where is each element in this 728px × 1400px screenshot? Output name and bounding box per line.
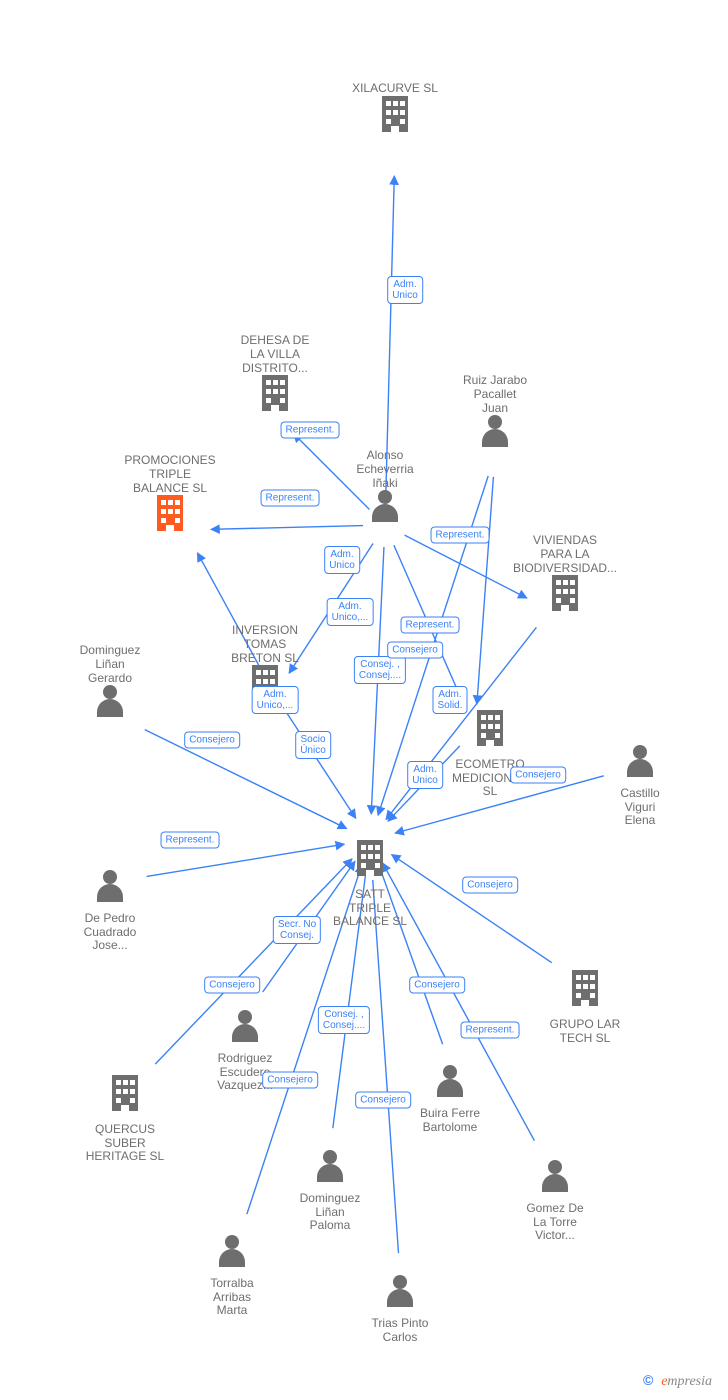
edge-label-castillo-satt: Consejero [510, 767, 566, 784]
node-label: GRUPO LAR TECH SL [525, 1018, 645, 1046]
node-label: Torralba Arribas Marta [172, 1277, 292, 1318]
node-trias[interactable]: Trias Pinto Carlos [340, 1275, 460, 1344]
node-viviendas[interactable]: VIVIENDAS PARA LA BIODIVERSIDAD... [505, 530, 625, 619]
edge-label-alonso-ecometro: Represent. [401, 617, 460, 634]
person-icon [480, 415, 510, 449]
edge-label-alonso-dehesa: Represent. [281, 422, 340, 439]
building-icon [258, 375, 292, 415]
edge-label-alonso-inversion: Adm. Unico,... [327, 598, 374, 626]
node-label: SATT TRIPLE BALANCE SL [310, 888, 430, 929]
edge-label-alonso-viviendas: Represent. [431, 527, 490, 544]
building-icon [353, 840, 387, 880]
building-icon [568, 970, 602, 1010]
node-label: Dominguez Liñan Gerardo [50, 644, 170, 685]
edge-label-torralba-satt: Consejero [262, 1072, 318, 1089]
edge-label-trias-satt: Consejero [355, 1092, 411, 1109]
brand-rest: mpresia [667, 1374, 712, 1389]
node-label: INVERSION TOMAS BRETON SL [205, 624, 325, 665]
edge-label-dominguezG-satt: Consejero [184, 732, 240, 749]
edge-label-depedro-satt: Represent. [161, 832, 220, 849]
node-quercus[interactable]: QUERCUS SUBER HERITAGE SL [65, 1075, 185, 1164]
person-icon [625, 745, 655, 779]
node-torralba[interactable]: Torralba Arribas Marta [172, 1235, 292, 1318]
edge-label-quercus-satt: Consejero [204, 977, 260, 994]
person-icon [217, 1235, 247, 1269]
node-promociones[interactable]: PROMOCIONES TRIPLE BALANCE SL [110, 450, 230, 539]
footer-brand: © empresia [643, 1372, 712, 1390]
node-label: QUERCUS SUBER HERITAGE SL [65, 1123, 185, 1164]
person-icon [315, 1150, 345, 1184]
edge-inversion-satt [287, 713, 356, 818]
node-gomez[interactable]: Gomez De La Torre Victor... [495, 1160, 615, 1243]
person-icon [370, 490, 400, 524]
edge-label-ruiz-satt: Consejero [387, 642, 443, 659]
edge-label-alonso-promociones: Represent. [261, 490, 320, 507]
node-depedro[interactable]: De Pedro Cuadrado Jose... [50, 870, 170, 953]
node-label: VIVIENDAS PARA LA BIODIVERSIDAD... [505, 534, 625, 575]
node-label: Castillo Viguri Elena [580, 787, 700, 828]
node-label: PROMOCIONES TRIPLE BALANCE SL [110, 454, 230, 495]
edge-label-buira-satt: Consejero [409, 977, 465, 994]
edge-label-dominguezP-satt: Consej. , Consej.... [318, 1006, 370, 1034]
node-label: Dominguez Liñan Paloma [270, 1192, 390, 1233]
node-alonso[interactable]: Alonso Echeverria Iñaki [325, 445, 445, 528]
edge-label-alonso-inversion: Adm. Unico [324, 546, 360, 574]
node-label: Trias Pinto Carlos [340, 1317, 460, 1345]
node-label: Ruiz Jarabo Pacallet Juan [435, 374, 555, 415]
node-label: Gomez De La Torre Victor... [495, 1202, 615, 1243]
node-castillo[interactable]: Castillo Viguri Elena [580, 745, 700, 828]
person-icon [95, 685, 125, 719]
edge-label-ruiz-ecometro: Adm. Solid. [432, 686, 467, 714]
person-icon [95, 870, 125, 904]
edge-label-alonso-xilacurve: Adm. Unico [387, 276, 423, 304]
node-ecometro[interactable]: ECOMETRO MEDICIONES SL [430, 710, 550, 799]
building-icon [378, 96, 412, 136]
building-icon [473, 710, 507, 750]
node-dehesa[interactable]: DEHESA DE LA VILLA DISTRITO... [215, 330, 335, 419]
node-label: De Pedro Cuadrado Jose... [50, 912, 170, 953]
node-label: Buira Ferre Bartolome [390, 1107, 510, 1135]
copyright-symbol: © [643, 1372, 653, 1388]
edge-label-alonso-satt: Consej. , Consej.... [354, 656, 406, 684]
node-satt[interactable]: SATT TRIPLE BALANCE SL [310, 840, 430, 929]
edge-label-ecometro-satt: Adm. Unico [407, 761, 443, 789]
edge-label-gomez-satt: Represent. [461, 1022, 520, 1039]
person-icon [230, 1010, 260, 1044]
person-icon [540, 1160, 570, 1194]
node-label: XILACURVE SL [335, 82, 455, 96]
edge-label-rodriguez-satt: Secr. No Consej. [273, 916, 321, 944]
person-icon [385, 1275, 415, 1309]
node-grupolar[interactable]: GRUPO LAR TECH SL [525, 970, 645, 1045]
node-label: Alonso Echeverria Iñaki [325, 449, 445, 490]
building-icon [153, 495, 187, 535]
building-icon [548, 575, 582, 615]
building-icon [108, 1075, 142, 1115]
edge-label-inversion-satt: Socio Único [295, 731, 331, 759]
person-icon [435, 1065, 465, 1099]
node-label: DEHESA DE LA VILLA DISTRITO... [215, 334, 335, 375]
node-dominguezP[interactable]: Dominguez Liñan Paloma [270, 1150, 390, 1233]
node-xilacurve[interactable]: XILACURVE SL [335, 78, 455, 140]
edge-label-grupolar-satt: Consejero [462, 877, 518, 894]
edge-label-inversion-promociones: Adm. Unico,... [252, 686, 299, 714]
edge-ruiz-ecometro [477, 477, 494, 704]
node-dominguezG[interactable]: Dominguez Liñan Gerardo [50, 640, 170, 723]
node-ruiz[interactable]: Ruiz Jarabo Pacallet Juan [435, 370, 555, 453]
